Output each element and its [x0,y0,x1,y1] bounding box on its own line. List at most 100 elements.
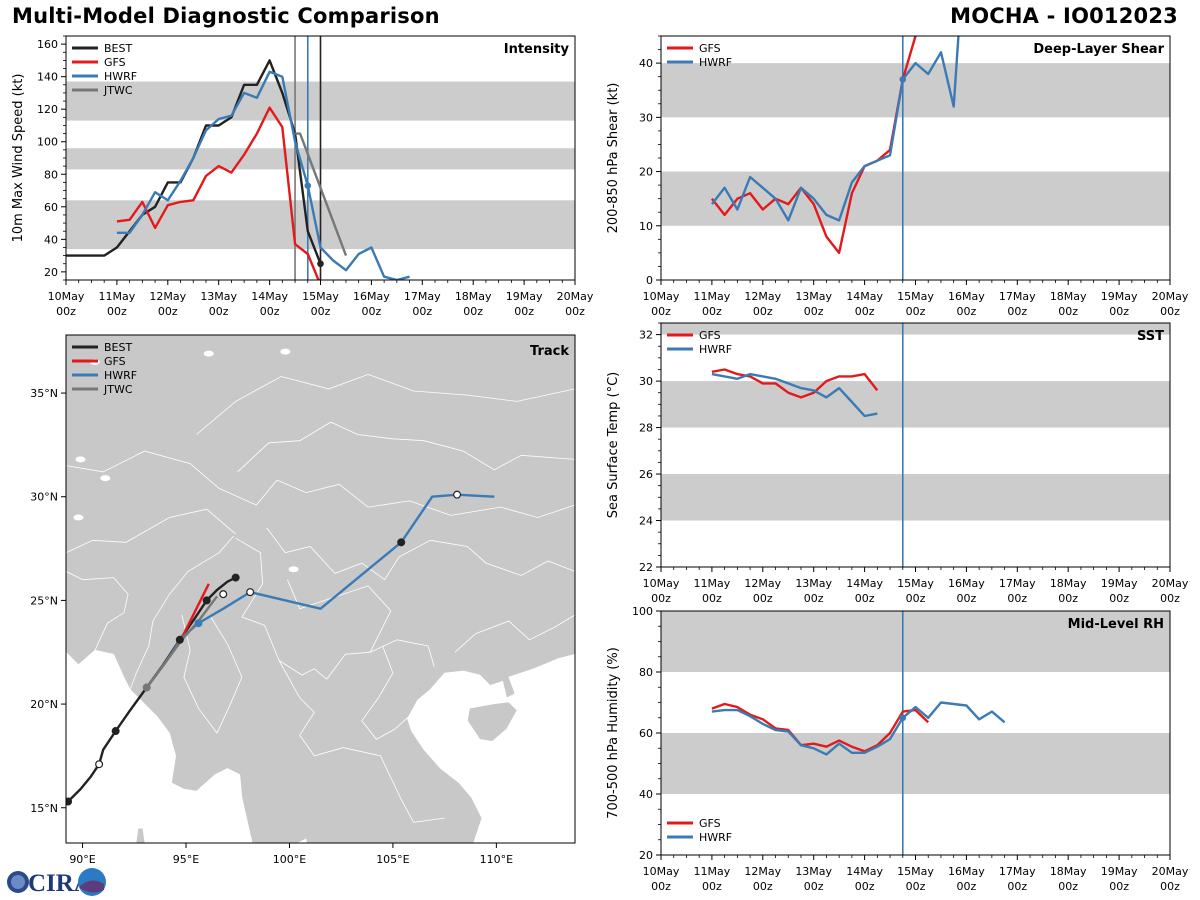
track-ytick-label: 15°N [30,802,58,815]
shear-panel-label: Deep-Layer Shear [1033,42,1164,57]
shear-xtick-sublabel: 00z [1160,305,1180,318]
track-position-marker-11 [453,490,462,499]
intensity-series-jtwc [295,132,348,257]
intensity-xtick-sublabel: 00z [412,305,432,318]
intensity-marker-1 [304,182,312,189]
intensity-xtick-sublabel: 00z [260,305,280,318]
track-xtick-label: 100°E [273,853,306,866]
intensity-legend-label-jtwc: JTWC [103,84,133,97]
sst-legend-label-gfs: GFS [699,329,721,342]
sst-xtick-sublabel: 00z [804,592,824,605]
land-mainland [66,335,575,843]
sst-xtick-label: 10May [643,577,680,590]
shear-xtick-label: 12May [744,290,781,303]
intensity-xtick-label: 11May [99,290,136,303]
rh-xtick-sublabel: 00z [1160,880,1180,893]
rh-marker-0 [899,714,907,722]
rh-xtick-label: 19May [1101,865,1138,878]
sst-xtick-sublabel: 00z [1160,592,1180,605]
sst-series-hwrf [711,372,878,418]
shear-xtick-label: 20May [1152,290,1189,303]
shear-xtick-label: 10May [643,290,680,303]
intensity-ytick-label: 100 [37,136,58,149]
track-ytick-label: 35°N [30,387,58,400]
track-frame [65,334,576,844]
intensity-xtick-sublabel: 00z [209,305,229,318]
rh-ytick-label: 100 [632,605,653,618]
shear-plot-area [710,36,960,280]
intensity-xtick-sublabel: 00z [565,305,585,318]
rh-series-gfs [711,702,930,753]
land-andaman [136,828,145,843]
intensity-ytick-label: 160 [37,38,58,51]
track-position-marker-9 [246,588,255,597]
rh-ytick-label: 40 [639,788,653,801]
sst-xtick-label: 15May [897,577,934,590]
shear-xtick-label: 13May [795,290,832,303]
intensity-xtick-label: 18May [455,290,492,303]
border-line-5 [66,571,129,651]
intensity-xtick-label: 15May [302,290,339,303]
sst-xtick-label: 11May [694,577,731,590]
sst-y-axis-label: Sea Surface Temp (°C) [606,372,621,519]
track-legend-label-jtwc: JTWC [103,383,133,396]
sst-xtick-sublabel: 00z [702,592,722,605]
intensity-ytick-label: 120 [37,103,58,116]
rh-y-axis-label: 700-500 hPa Humidity (%) [606,647,621,819]
shear-xtick-sublabel: 00z [855,305,875,318]
shear-ytick-label: 30 [639,111,653,124]
intensity-xtick-label: 10May [48,290,85,303]
shear-xtick-label: 14May [846,290,883,303]
shear-xtick-label: 19May [1101,290,1138,303]
rh-shade-band-0 [661,733,1170,794]
sst-xtick-sublabel: 00z [1109,592,1129,605]
shear-y-axis-label: 200-850 hPa Shear (kt) [606,83,621,234]
lake-4 [100,475,111,482]
intensity-xtick-sublabel: 00z [362,305,382,318]
border-line-9 [361,645,416,740]
sst-ytick-label: 28 [639,422,653,435]
track-position-marker-2 [111,727,120,736]
intensity-ytick-label: 60 [44,201,58,214]
shear-xtick-sublabel: 00z [957,305,977,318]
lake-2 [280,348,291,355]
shear-ytick-label: 20 [639,166,653,179]
rh-xtick-sublabel: 00z [753,880,773,893]
track-ytick-label: 20°N [30,698,58,711]
intensity-xtick-label: 12May [149,290,186,303]
rh-xtick-label: 13May [795,865,832,878]
border-line-6 [266,527,575,581]
sst-series-gfs [711,368,879,399]
track-position-marker-3 [142,683,151,692]
intensity-xtick-sublabel: 00z [158,305,178,318]
shear-xtick-sublabel: 00z [753,305,773,318]
lake-3 [75,456,86,463]
sst-xtick-label: 19May [1101,577,1138,590]
sst-xtick-label: 17May [999,577,1036,590]
track-ytick-label: 30°N [30,491,58,504]
border-line-7 [237,421,575,473]
shear-shade-band-0 [661,171,1170,226]
shear-xtick-label: 11May [694,290,731,303]
shear-xtick-label: 16May [948,290,985,303]
intensity-marker-0 [317,260,324,268]
rh-xtick-sublabel: 00z [804,880,824,893]
shear-legend-label-hwrf: HWRF [699,56,732,69]
intensity-series-hwrf [116,70,410,280]
track-xtick-label: 90°E [69,853,95,866]
intensity-xtick-sublabel: 00z [463,305,483,318]
sst-xtick-sublabel: 00z [957,592,977,605]
sst-shade-band-0 [661,474,1170,521]
land-hainan [467,701,518,742]
shear-legend-label-gfs: GFS [699,42,721,55]
intensity-xtick-label: 19May [506,290,543,303]
cira-logo: CIRA [7,868,106,897]
rh-legend-label-gfs: GFS [699,817,721,830]
shear-xtick-label: 18May [1050,290,1087,303]
sst-panel-label: SST [1137,329,1164,344]
track-legend-label-best: BEST [104,341,132,354]
sst-ytick-label: 24 [639,515,653,528]
track-panel-label: Track [530,344,569,359]
rh-xtick-sublabel: 00z [1007,880,1027,893]
intensity-legend-label-hwrf: HWRF [104,70,137,83]
